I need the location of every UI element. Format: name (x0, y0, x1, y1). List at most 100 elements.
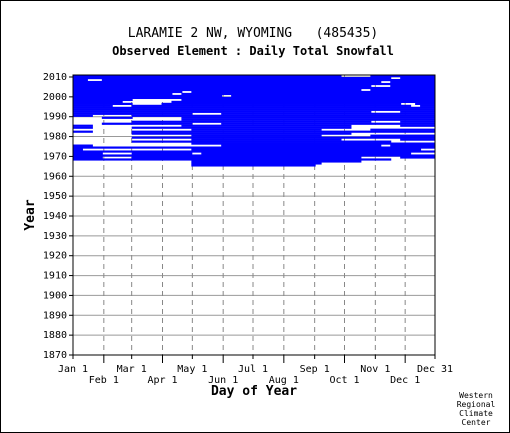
coverage-bar-1975-2 (390, 144, 435, 147)
coverage-bar-1995-2 (420, 104, 435, 107)
coverage-bar-2003-1 (370, 88, 435, 92)
coverage-bar-1997-1 (171, 100, 435, 104)
coverage-bar-1975-1 (221, 144, 382, 147)
coverage-bar-1992-1 (400, 110, 435, 113)
coverage-bar-1984-0 (73, 126, 93, 129)
y-tick-label-1910: 1910 (43, 271, 67, 282)
coverage-bar-1995-1 (131, 104, 412, 107)
y-tick-label-1960: 1960 (43, 171, 67, 182)
coverage-bar-2007-1 (390, 80, 435, 84)
coverage-bar-1969-0 (73, 156, 103, 159)
y-tick-label-1870: 1870 (43, 350, 67, 361)
coverage-bar-2005-0 (73, 84, 372, 88)
x-tick-label-may-1: May 1 (177, 364, 207, 375)
coverage-bar-2002-0 (73, 90, 183, 94)
coverage-bar-1993-0 (73, 108, 435, 111)
y-tick-label-1990: 1990 (43, 112, 67, 123)
coverage-bar-1986-0 (101, 122, 193, 125)
coverage-bar-1982-0 (73, 130, 93, 133)
coverage-bar-1978-1 (400, 138, 435, 141)
y-tick-label-1900: 1900 (43, 290, 67, 301)
x-tick-label-jul-1: Jul 1 (238, 364, 268, 375)
coverage-bar-1994-0 (73, 106, 435, 109)
coverage-bar-1973-0 (73, 148, 83, 151)
coverage-bar-1991-0 (73, 112, 193, 115)
y-tick-label-2010: 2010 (43, 72, 67, 83)
y-tick-label-1940: 1940 (43, 211, 67, 222)
coverage-bar-1990-1 (131, 114, 435, 117)
coverage-bar-2008-0 (73, 78, 88, 82)
coverage-bar-1991-1 (221, 112, 435, 115)
x-axis-label: Day of Year (211, 384, 297, 399)
coverage-bar-1983-0 (191, 128, 322, 131)
y-tick-label-1880: 1880 (43, 330, 67, 341)
coverage-bar-1989-0 (101, 116, 133, 119)
coverage-bar-2000-1 (231, 94, 435, 98)
coverage-bar-1992-0 (73, 110, 372, 113)
coverage-bar-1985-0 (73, 124, 93, 127)
coverage-bar-1983-1 (370, 128, 435, 131)
y-axis-label: Year (23, 199, 38, 230)
coverage-bar-1996-2 (415, 102, 435, 105)
coverage-bar-2005-1 (390, 84, 435, 88)
coverage-bar-1973-1 (191, 148, 422, 151)
coverage-bar-2010-1 (370, 75, 435, 78)
coverage-bar-1978-0 (191, 138, 342, 141)
x-tick-label-dec-1: Dec 1 (390, 375, 420, 386)
coverage-bar-2009-0 (73, 76, 392, 80)
x-tick-label-aug-1: Aug 1 (269, 375, 299, 386)
coverage-bar-1980-1 (370, 134, 435, 137)
coverage-bar-2000-0 (73, 94, 223, 98)
x-tick-label-jun-1: Jun 1 (208, 375, 238, 386)
x-tick-label-apr-1: Apr 1 (147, 375, 177, 386)
coverage-bar-2007-0 (73, 80, 382, 84)
coverage-bar-1986-1 (221, 122, 435, 125)
coverage-bar-1989-1 (181, 116, 435, 119)
coverage-bar-1971-0 (73, 152, 103, 155)
credit-line-4: Center (462, 418, 491, 427)
coverage-bar-2008-1 (101, 78, 435, 82)
y-tick-label-1950: 1950 (43, 191, 67, 202)
coverage-bar-1971-1 (131, 152, 193, 155)
coverage-bar-2002-1 (191, 90, 435, 94)
coverage-bar-1967-0 (191, 160, 362, 163)
coverage-bar-1975-0 (73, 144, 93, 147)
coverage-bar-1979-0 (131, 136, 435, 139)
coverage-bar-1995-0 (73, 104, 113, 107)
y-tick-label-1920: 1920 (43, 251, 67, 262)
coverage-bar-1987-0 (131, 120, 372, 123)
coverage-bar-1969-1 (131, 156, 362, 159)
coverage-bar-2009-1 (400, 76, 435, 80)
y-tick-label-1890: 1890 (43, 310, 67, 321)
coverage-bar-1969-2 (400, 156, 435, 159)
coverage-bar-2010-0 (73, 75, 342, 78)
coverage-bar-1972-0 (73, 150, 435, 153)
coverage-bar-1971-2 (201, 152, 412, 155)
coverage-bar-2003-0 (73, 88, 362, 92)
coverage-bar-1977-0 (131, 140, 392, 143)
coverage-bar-1985-1 (181, 124, 352, 127)
y-tick-label-1980: 1980 (43, 132, 67, 143)
plot-area (72, 74, 436, 356)
y-axis-ticks: 2010 2000 1990 1980 1970 1960 1950 1940 1930 1920… (43, 72, 73, 361)
x-tick-label-mar-1: Mar 1 (117, 364, 147, 375)
credit-line-2: Regional (457, 400, 496, 409)
coverage-bar-1976-0 (191, 142, 435, 145)
coverage-bar-1999-0 (73, 96, 435, 100)
x-tick-label-feb-1: Feb 1 (89, 375, 119, 386)
chart-subtitle: Observed Element : Daily Total Snowfall (112, 44, 394, 58)
coverage-bar-1966-0 (191, 162, 322, 165)
coverage-bar-1981-0 (131, 132, 352, 135)
y-tick-label-2000: 2000 (43, 92, 67, 103)
x-tick-label-sep-1: Sep 1 (300, 364, 330, 375)
y-tick-label-1970: 1970 (43, 151, 67, 162)
coverage-bar-1987-1 (400, 120, 435, 123)
coverage-bar-2004-0 (73, 86, 435, 90)
chart-title: LARAMIE 2 NW, WYOMING (485435) (128, 26, 378, 41)
coverage-bar-1996-1 (161, 102, 402, 105)
coverage-bar-1980-0 (191, 134, 322, 137)
coverage-bar-1996-0 (73, 102, 133, 105)
coverage-bar-1990-0 (73, 114, 93, 117)
